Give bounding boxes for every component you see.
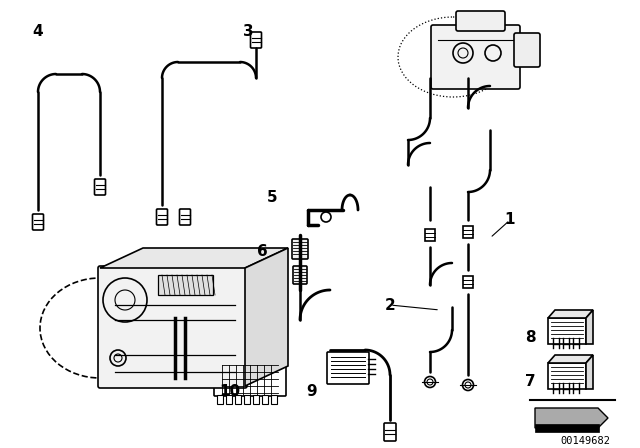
Text: 00149682: 00149682 xyxy=(560,436,610,446)
FancyBboxPatch shape xyxy=(456,11,505,31)
Polygon shape xyxy=(548,310,593,318)
FancyBboxPatch shape xyxy=(292,239,308,259)
Bar xyxy=(253,395,259,404)
FancyBboxPatch shape xyxy=(293,266,307,284)
Bar xyxy=(158,275,213,295)
FancyBboxPatch shape xyxy=(179,209,191,225)
Text: 4: 4 xyxy=(33,25,44,39)
Bar xyxy=(425,229,435,241)
Ellipse shape xyxy=(398,17,508,97)
FancyBboxPatch shape xyxy=(214,358,286,396)
Bar xyxy=(244,395,250,404)
FancyBboxPatch shape xyxy=(431,25,520,89)
Bar xyxy=(262,395,268,404)
Bar xyxy=(235,395,241,404)
FancyBboxPatch shape xyxy=(514,33,540,67)
Text: 5: 5 xyxy=(267,190,277,206)
Ellipse shape xyxy=(40,278,160,378)
FancyBboxPatch shape xyxy=(384,423,396,441)
Polygon shape xyxy=(100,248,288,268)
Text: 7: 7 xyxy=(525,375,535,389)
Text: 9: 9 xyxy=(307,384,317,400)
FancyBboxPatch shape xyxy=(157,209,168,225)
Bar xyxy=(217,395,223,404)
Bar xyxy=(548,363,586,389)
FancyBboxPatch shape xyxy=(250,32,262,48)
Polygon shape xyxy=(548,355,593,363)
Text: 10: 10 xyxy=(220,384,241,400)
Polygon shape xyxy=(245,248,288,386)
Bar xyxy=(463,226,473,238)
Bar xyxy=(535,424,599,432)
Text: 2: 2 xyxy=(385,297,396,313)
Bar xyxy=(271,395,277,404)
FancyBboxPatch shape xyxy=(98,266,247,388)
FancyBboxPatch shape xyxy=(95,179,106,195)
Bar xyxy=(226,395,232,404)
Text: 6: 6 xyxy=(257,245,268,259)
Polygon shape xyxy=(586,355,593,389)
Bar xyxy=(548,318,586,344)
Bar xyxy=(463,276,473,288)
FancyBboxPatch shape xyxy=(33,214,44,230)
Text: 3: 3 xyxy=(243,25,253,39)
Text: 8: 8 xyxy=(525,331,535,345)
Polygon shape xyxy=(535,408,608,428)
FancyBboxPatch shape xyxy=(327,352,369,384)
Text: 1: 1 xyxy=(505,212,515,228)
Polygon shape xyxy=(586,310,593,344)
